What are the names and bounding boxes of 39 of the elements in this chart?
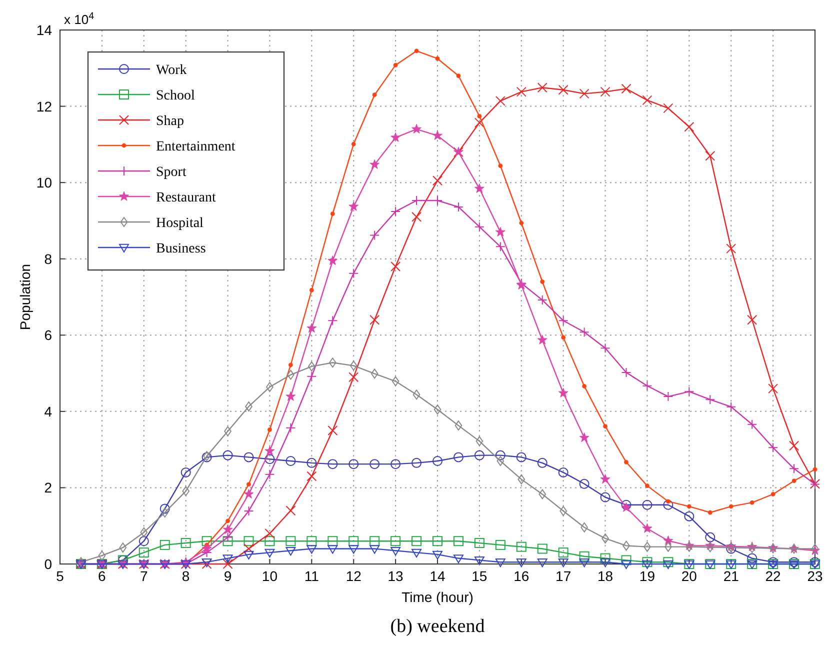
x-tick-label: 21 xyxy=(723,568,740,584)
x-tick-label: 20 xyxy=(681,568,698,584)
x-tick-label: 8 xyxy=(182,568,190,584)
y-tick-label: 0 xyxy=(44,556,52,572)
x-tick-label: 5 xyxy=(56,568,64,584)
y-tick-label: 12 xyxy=(36,98,52,114)
x-tick-label: 17 xyxy=(556,568,572,584)
legend-label: Hospital xyxy=(156,216,204,231)
legend-label: Work xyxy=(156,63,187,78)
y-tick-label: 10 xyxy=(36,174,52,191)
legend-label: Restaurant xyxy=(156,190,216,206)
text: x 10$^{4}$ xyxy=(64,10,95,27)
legend-label: School xyxy=(156,88,195,104)
x-tick-label: 9 xyxy=(224,568,232,584)
y-tick-label: 8 xyxy=(44,250,52,267)
x-tick-label: 10 xyxy=(262,568,278,584)
x-tick-label: 15 xyxy=(472,568,488,584)
x-tick-label: 23 xyxy=(807,568,823,584)
x-tick-label: 22 xyxy=(765,568,782,584)
y-axis-title: Population xyxy=(17,264,33,330)
legend-label: Entertainment xyxy=(156,140,236,154)
y-tick-label: 14 xyxy=(36,22,52,38)
x-tick-label: 14 xyxy=(430,568,446,584)
x-tick-label: 6 xyxy=(98,568,106,584)
x-tick-label: 13 xyxy=(388,568,404,584)
y-tick-label: 6 xyxy=(44,327,52,344)
legend-label: Shap xyxy=(156,114,184,129)
y-tick-label: 4 xyxy=(44,403,52,420)
x-tick-label: 16 xyxy=(514,568,530,584)
x-tick-label: 11 xyxy=(304,568,320,584)
x-tick-label: 12 xyxy=(346,568,362,584)
legend-label: Business xyxy=(156,242,206,256)
x-axis-title: Time (hour) xyxy=(402,589,474,605)
x-tick-label: 18 xyxy=(597,568,614,584)
x-tick-label: 7 xyxy=(140,568,148,584)
y-tick-label: 2 xyxy=(44,480,52,496)
x-tick-label: 19 xyxy=(639,568,656,584)
text: (b) weekend xyxy=(390,616,486,637)
legend-label: Sport xyxy=(156,165,186,180)
